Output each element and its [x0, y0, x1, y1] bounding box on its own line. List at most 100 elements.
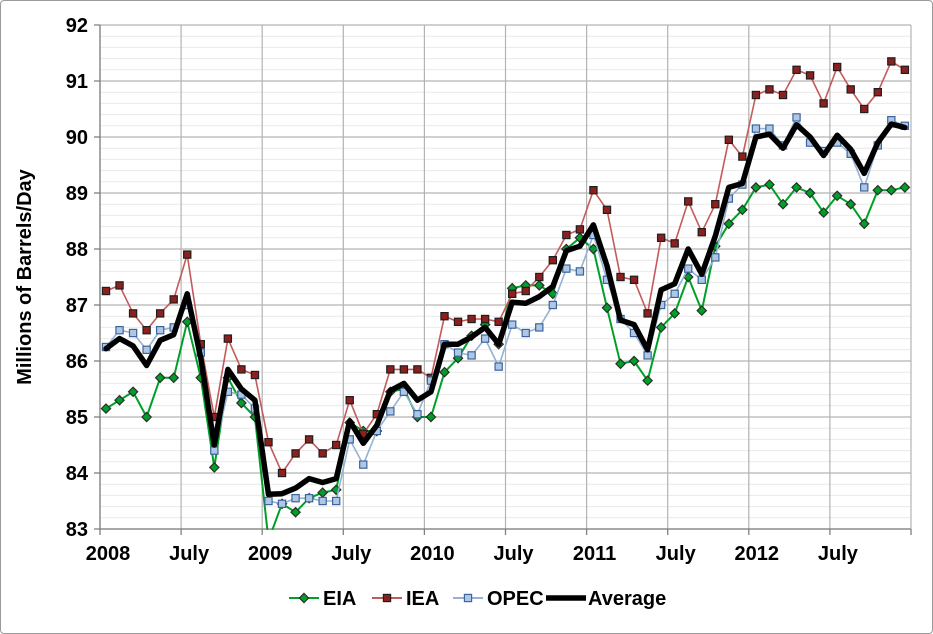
iea-marker	[643, 309, 652, 318]
opec-marker	[494, 362, 503, 371]
y-tick-label: 83	[66, 519, 88, 541]
eia-marker	[777, 198, 789, 210]
eia-marker	[154, 372, 166, 384]
opec-marker	[521, 328, 530, 338]
eia-marker	[141, 411, 153, 423]
iea-marker	[223, 334, 233, 343]
x-tick-label: July	[818, 543, 859, 565]
eia-marker	[533, 279, 545, 291]
iea-marker	[264, 438, 273, 447]
iea-marker	[684, 197, 693, 206]
legend-item-iea: IEA	[372, 588, 439, 610]
iea-marker	[142, 326, 151, 335]
iea-marker	[494, 317, 503, 327]
opec-marker	[467, 351, 476, 360]
iea-marker	[440, 312, 449, 321]
opec-marker	[304, 494, 314, 503]
iea-marker	[616, 272, 625, 282]
iea-marker	[535, 272, 544, 282]
iea-marker	[128, 309, 138, 318]
y-tick-label: 91	[66, 71, 88, 93]
y-tick-label: 90	[66, 127, 88, 149]
iea-marker	[656, 233, 666, 242]
plot-area	[100, 57, 911, 530]
opec-marker	[318, 496, 327, 506]
series-average	[103, 121, 908, 498]
eia-marker	[736, 204, 748, 216]
x-tick-label: 2011	[573, 543, 616, 565]
iea-marker	[738, 152, 747, 161]
eia-marker	[791, 181, 802, 193]
iea-marker	[792, 65, 801, 74]
eia-marker	[872, 184, 884, 196]
iea-marker	[846, 85, 855, 94]
iea-marker	[413, 365, 422, 374]
iea-marker	[331, 440, 341, 450]
iea-marker	[521, 286, 530, 296]
iea-marker	[670, 239, 679, 248]
iea-marker	[697, 228, 706, 237]
eia-marker	[100, 403, 112, 415]
iea-marker	[887, 57, 896, 66]
opec-marker	[277, 499, 287, 509]
eia-marker	[208, 461, 220, 473]
eia-marker	[899, 181, 911, 193]
opec-marker	[453, 348, 463, 357]
iea-marker	[900, 65, 910, 74]
y-tick-label: 87	[66, 295, 88, 317]
iea-marker	[155, 309, 165, 318]
iea-marker	[115, 281, 124, 290]
iea-marker	[724, 135, 734, 144]
opec-marker	[331, 496, 341, 506]
iea-marker	[575, 225, 585, 234]
eia-marker	[764, 179, 775, 191]
opec-marker	[697, 275, 706, 285]
iea-marker	[805, 71, 815, 80]
opec-marker	[765, 124, 774, 133]
opec-marker	[210, 446, 219, 455]
series-line-average	[103, 121, 908, 498]
opec-marker	[562, 264, 571, 273]
iea-marker	[291, 449, 300, 458]
y-tick-label: 89	[66, 183, 88, 205]
opec-marker	[480, 334, 490, 343]
x-tick-label: July	[656, 543, 697, 565]
eia-marker	[290, 506, 302, 518]
iea-marker	[277, 468, 287, 478]
eia-marker	[425, 411, 437, 423]
opec-marker	[643, 351, 652, 360]
opec-marker	[548, 300, 558, 310]
x-tick-label: 2012	[735, 543, 780, 565]
opec-marker	[751, 124, 761, 133]
eia-marker	[615, 358, 626, 370]
iea-marker	[873, 87, 882, 97]
eia-marker	[845, 198, 857, 210]
legend-item-average: Average	[546, 588, 666, 610]
eia-marker	[298, 592, 310, 604]
opec-marker	[264, 496, 273, 506]
opec-marker	[359, 460, 368, 469]
x-tick-label: 2008	[86, 543, 131, 565]
iea-marker	[860, 104, 869, 114]
iea-marker	[304, 435, 314, 444]
opec-marker	[463, 593, 473, 603]
opec-marker	[386, 407, 395, 416]
opec-marker	[155, 326, 165, 335]
x-tick-label: July	[493, 543, 534, 565]
iea-marker	[508, 289, 517, 299]
iea-marker	[589, 186, 598, 195]
legend-label-opec: OPEC	[487, 588, 544, 610]
eia-marker	[669, 307, 681, 319]
iea-marker	[250, 370, 260, 380]
y-tick-label: 85	[66, 407, 88, 429]
iea-marker	[602, 205, 612, 214]
eia-marker	[628, 355, 640, 367]
eia-marker	[168, 372, 180, 384]
legend-label-eia: EIA	[323, 588, 356, 610]
legend-item-opec: OPEC	[453, 588, 544, 610]
y-axis-title: Millions of Barrels/Day	[14, 168, 36, 384]
iea-marker	[765, 85, 774, 94]
iea-marker	[169, 295, 178, 304]
iea-marker	[562, 230, 571, 240]
iea-marker	[237, 365, 246, 374]
